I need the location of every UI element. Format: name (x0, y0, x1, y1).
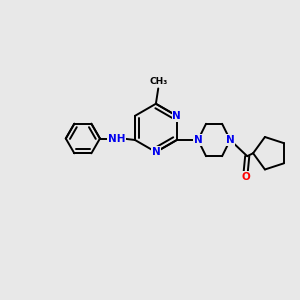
Text: N: N (226, 135, 235, 145)
Text: N: N (152, 147, 160, 157)
Text: N: N (194, 135, 202, 145)
Text: NH: NH (108, 134, 125, 143)
Text: O: O (242, 172, 250, 182)
Text: CH₃: CH₃ (149, 77, 167, 86)
Text: N: N (172, 111, 181, 121)
